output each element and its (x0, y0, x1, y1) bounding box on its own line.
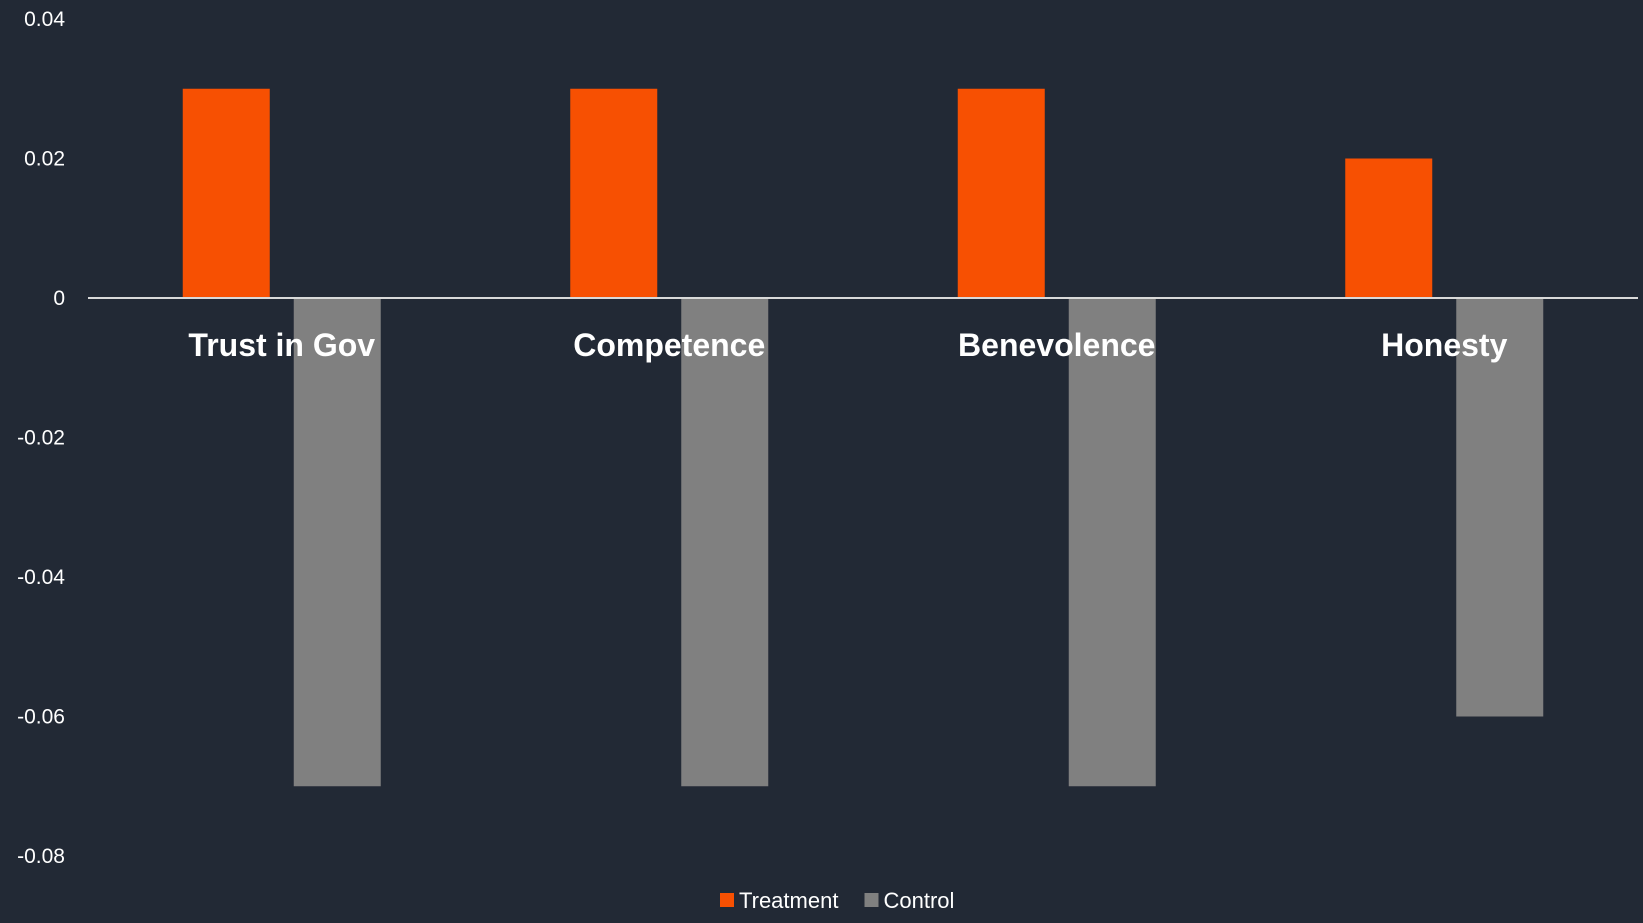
bar-control-trust-in-gov (293, 298, 381, 787)
legend-label-control: Control (884, 888, 955, 913)
legend-label-treatment: Treatment (739, 888, 838, 913)
category-label: Competence (573, 327, 765, 363)
y-tick-label: -0.08 (17, 845, 65, 868)
y-tick-label: -0.06 (17, 706, 65, 729)
bar-control-benevolence (1068, 298, 1156, 787)
y-tick-label: 0.02 (24, 148, 65, 171)
y-tick-label: 0 (53, 287, 65, 310)
y-tick-label: 0.04 (24, 8, 65, 31)
legend-swatch-treatment (720, 893, 734, 907)
bar-treatment-benevolence (957, 88, 1045, 298)
bar-treatment-honesty (1345, 158, 1433, 298)
bar-treatment-competence (570, 88, 658, 298)
bar-treatment-trust-in-gov (182, 88, 270, 298)
legend-swatch-control (864, 893, 879, 907)
category-label: Trust in Gov (188, 327, 375, 363)
bar-control-honesty (1456, 298, 1544, 717)
y-tick-label: -0.04 (17, 566, 65, 589)
category-labels: Trust in Gov Competence Benevolence Honesty (188, 327, 1507, 363)
bar-control-competence (681, 298, 769, 787)
legend: Treatment Control (720, 888, 954, 913)
y-tick-label: -0.02 (17, 427, 65, 450)
category-label: Honesty (1381, 327, 1507, 363)
bars-layer (182, 88, 1544, 787)
y-axis-ticks: 0.04 0.02 0 -0.02 -0.04 -0.06 -0.08 (17, 8, 65, 868)
category-label: Benevolence (958, 327, 1155, 363)
